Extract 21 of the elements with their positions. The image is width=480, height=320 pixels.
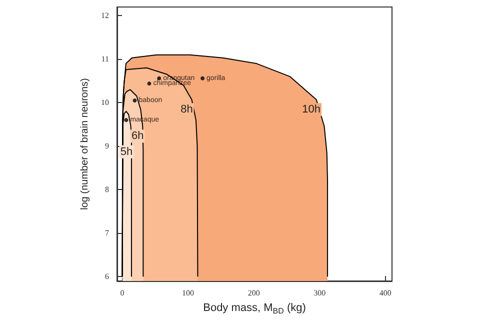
x-tick-label: 100 <box>182 288 194 298</box>
x-tick-label: 300 <box>314 288 326 298</box>
x-tick-label: 200 <box>248 288 260 298</box>
point <box>132 98 137 103</box>
y-tick-label: 6 <box>105 272 109 282</box>
series-label: 10h <box>302 104 321 116</box>
point <box>200 76 205 80</box>
point <box>124 118 128 122</box>
series-label: 6h <box>132 130 144 142</box>
series-label: 5h <box>120 146 133 158</box>
point <box>147 82 152 86</box>
y-axis-title: log (number of brain neurons) <box>80 78 91 210</box>
x-tick-label: 0 <box>120 288 124 298</box>
series-label: 8h <box>180 104 193 116</box>
x-tick-label: 400 <box>379 288 392 298</box>
y-tick-label: 9 <box>105 142 109 151</box>
y-tick-label: 10 <box>101 98 109 108</box>
y-tick-label: 11 <box>101 54 109 64</box>
y-tick-label: 7 <box>105 228 109 238</box>
y-tick-label: 8 <box>105 185 109 194</box>
y-tick-label: 12 <box>101 11 109 20</box>
